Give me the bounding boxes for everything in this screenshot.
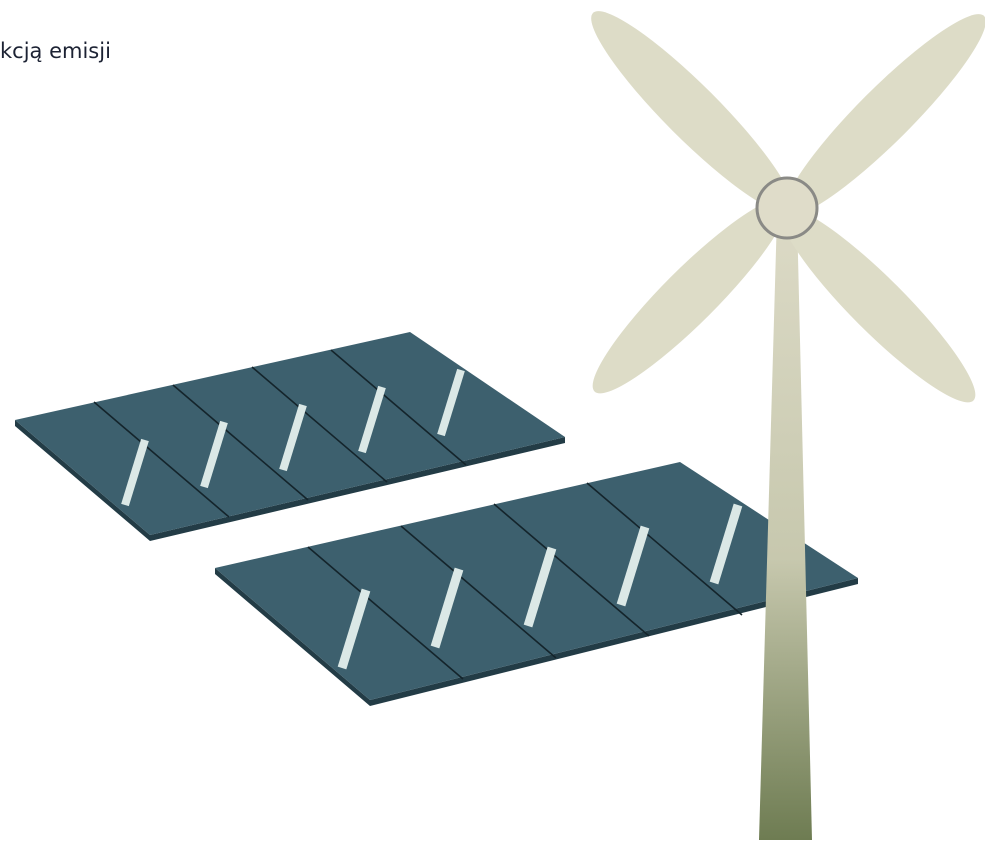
wind-turbine xyxy=(591,11,985,840)
solar-panel xyxy=(215,462,858,706)
solar-panel xyxy=(15,332,565,541)
caption: kcją emisji xyxy=(0,39,111,63)
